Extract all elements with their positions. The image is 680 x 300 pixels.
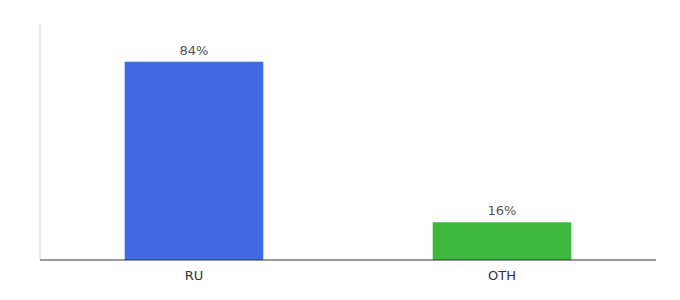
bar: [125, 62, 264, 260]
data-label: 16%: [488, 203, 517, 218]
bar: [433, 222, 572, 260]
x-tick-label: OTH: [488, 268, 516, 283]
x-axis-line: [40, 260, 656, 261]
data-label: 84%: [180, 43, 209, 58]
chart-container: RU OTH 84% 16%: [0, 0, 680, 300]
bars: [125, 62, 572, 260]
chart: RU OTH 84% 16%: [0, 0, 680, 300]
y-axis-line: [40, 24, 41, 260]
x-tick-label: RU: [185, 268, 204, 283]
